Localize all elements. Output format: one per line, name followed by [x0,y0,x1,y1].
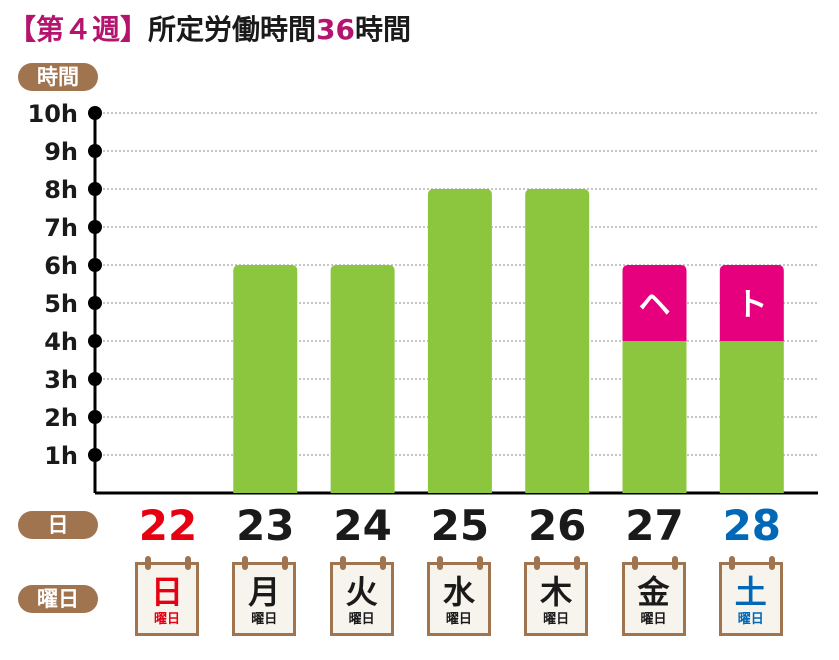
day-row-label: 日 [18,511,98,539]
date-label: 23 [236,501,295,550]
y-tick-label: 1h [44,442,78,470]
y-tick-label: 6h [44,252,78,280]
calendar-ring [379,556,386,570]
weekday-calendar-icon: 木曜日 [521,556,593,640]
y-tick-dot [88,448,102,462]
date-label: 28 [722,501,782,550]
calendar-page [329,562,394,636]
weekday-label: 水 [442,573,475,611]
date-label: 26 [527,501,587,550]
bar-work-hours [427,189,492,493]
bar-work-hours [233,265,298,493]
chart-title: 【第４週】所定労働時間36時間 [8,8,411,52]
calendar-ring [145,556,151,570]
calendar-ring [671,556,678,570]
title-text: 所定労働時間 [148,13,317,46]
weekday-suffix: 曜日 [640,612,667,627]
bar-work-hours [622,341,687,493]
calendar-ring [339,556,346,570]
calendar-page [524,562,589,636]
y-tick-dot [88,144,102,158]
y-axis-unit-label: 時間 [18,63,98,91]
scheduled-hours: 36 [316,13,355,46]
bar-work-hours [525,189,590,493]
y-tick-dot [88,220,102,234]
weekday-calendar-icon: 日曜日 [132,556,204,640]
calendar-page [232,562,297,636]
date-label: 25 [430,501,490,550]
weekday-label: 木 [540,573,573,611]
weekday-suffix: 曜日 [153,612,180,627]
date-label: 22 [138,501,198,550]
weekday-suffix: 曜日 [445,612,472,627]
weekday-label: 日 [150,573,183,611]
y-tick-label: 7h [44,214,78,242]
weekday-calendar-icon: 月曜日 [229,556,301,640]
y-tick-label: 5h [44,290,78,318]
calendar-ring [476,556,483,570]
weekday-suffix: 曜日 [543,612,570,627]
y-tick-dot [88,296,102,310]
bar-segment-label: ト [736,285,768,323]
weekday-suffix: 曜日 [348,612,375,627]
calendar-page [135,562,199,636]
calendar-page [621,562,686,636]
y-tick-label: 3h [44,366,78,394]
y-tick-dot [88,182,102,196]
bar-work-hours [330,265,395,493]
calendar-ring [574,556,581,570]
weekday-label: 土 [734,573,767,611]
calendar-ring [534,556,541,570]
y-tick-label: 2h [44,404,78,432]
y-tick-dot [88,106,102,120]
calendar-ring [436,556,443,570]
weekday-suffix: 曜日 [737,612,764,627]
weekday-label: 金 [637,573,670,611]
y-tick-label: 10h [28,100,78,128]
week-label: 【第４週】 [8,13,149,46]
bar-extra-hours [622,265,687,341]
bar-work-hours [719,341,784,493]
weekday-row-label: 曜日 [18,585,98,613]
y-tick-dot [88,258,102,272]
bar-segment-label: ヘ [638,285,670,323]
weekday-calendar-icon: 金曜日 [619,556,691,640]
title-unit: 時間 [355,13,412,46]
y-tick-dot [88,410,102,424]
y-tick-label: 4h [44,328,78,356]
calendar-ring [631,556,638,570]
bar-extra-hours [719,265,784,341]
date-label: 24 [333,501,392,550]
weekday-calendar-icon: 土曜日 [716,556,788,640]
y-tick-dot [88,334,102,348]
calendar-ring [185,556,191,570]
weekday-label: 月 [248,573,281,611]
weekday-calendar-icon: 水曜日 [424,556,496,640]
y-tick-label: 8h [44,176,78,204]
y-tick-dot [88,372,102,386]
calendar-page [718,562,783,636]
date-label: 27 [625,501,684,550]
calendar-page [426,562,491,636]
calendar-ring [282,556,289,570]
weekday-suffix: 曜日 [251,612,278,627]
calendar-ring [242,556,249,570]
weekday-label: 火 [345,573,378,611]
calendar-ring [768,556,775,570]
calendar-ring [728,556,735,570]
y-tick-label: 9h [44,138,78,166]
weekday-calendar-icon: 火曜日 [327,556,399,640]
